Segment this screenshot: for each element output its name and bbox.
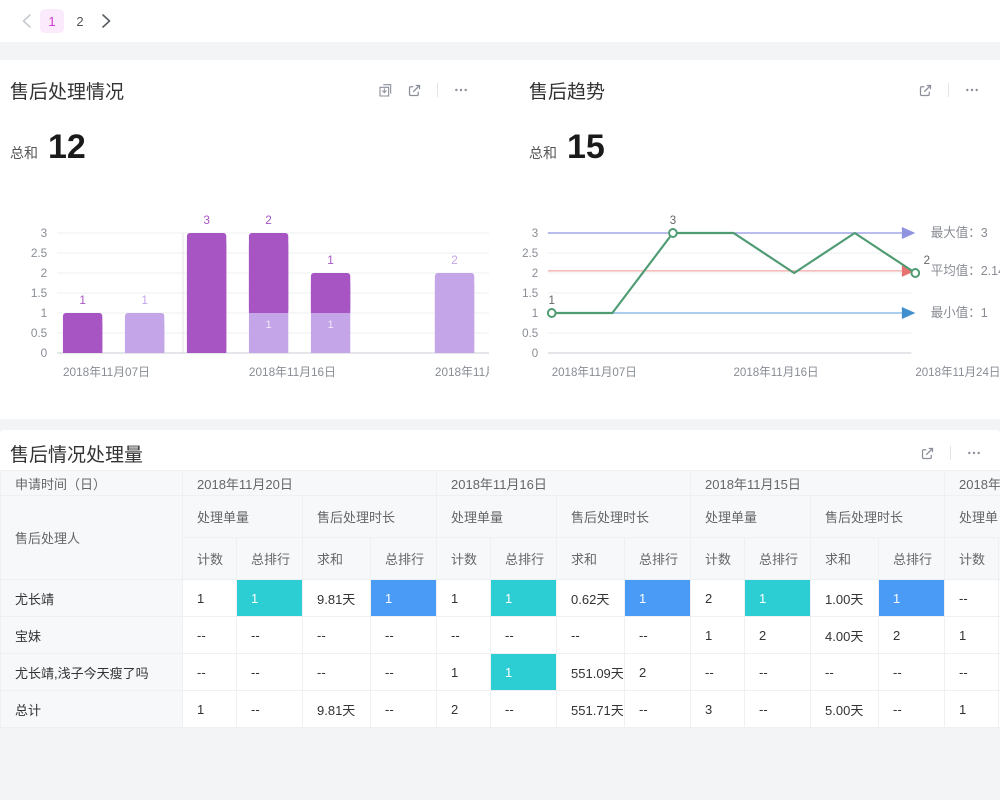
svg-text:0.5: 0.5 — [31, 326, 48, 340]
svg-text:2: 2 — [532, 267, 538, 280]
svg-text:2018年11月07日: 2018年11月07日 — [63, 365, 150, 379]
svg-text:2018年11月07日: 2018年11月07日 — [552, 365, 637, 379]
svg-text:1: 1 — [532, 307, 538, 320]
svg-text:2018年11月24日: 2018年11月24日 — [435, 365, 489, 379]
svg-text:1: 1 — [141, 293, 148, 307]
svg-text:3: 3 — [203, 213, 210, 227]
svg-text:1: 1 — [327, 253, 334, 267]
svg-text:1.5: 1.5 — [522, 287, 538, 300]
svg-text:2: 2 — [265, 213, 272, 227]
svg-text:3: 3 — [670, 214, 677, 227]
svg-text:0: 0 — [532, 347, 539, 360]
svg-text:最大值：3: 最大值：3 — [931, 225, 988, 240]
svg-text:2: 2 — [924, 254, 930, 267]
svg-text:2: 2 — [451, 253, 458, 267]
svg-text:平均值：2.14: 平均值：2.14 — [931, 263, 1000, 278]
svg-text:1: 1 — [548, 294, 554, 307]
svg-text:2018年11月16日: 2018年11月16日 — [734, 365, 819, 379]
svg-text:3: 3 — [532, 227, 539, 240]
svg-text:2018年11月16日: 2018年11月16日 — [249, 365, 336, 379]
svg-text:1: 1 — [41, 306, 48, 320]
svg-text:1.5: 1.5 — [31, 286, 48, 300]
svg-text:2.5: 2.5 — [522, 247, 538, 260]
svg-text:2.5: 2.5 — [31, 246, 48, 260]
svg-text:1: 1 — [79, 293, 86, 307]
svg-text:1: 1 — [266, 319, 272, 331]
svg-text:1: 1 — [328, 319, 334, 331]
svg-text:2: 2 — [41, 266, 48, 280]
svg-text:最小值：1: 最小值：1 — [931, 305, 988, 320]
svg-text:0.5: 0.5 — [522, 327, 538, 340]
svg-text:0: 0 — [41, 346, 48, 360]
svg-text:2018年11月24日: 2018年11月24日 — [915, 365, 1000, 379]
svg-text:3: 3 — [41, 226, 48, 240]
